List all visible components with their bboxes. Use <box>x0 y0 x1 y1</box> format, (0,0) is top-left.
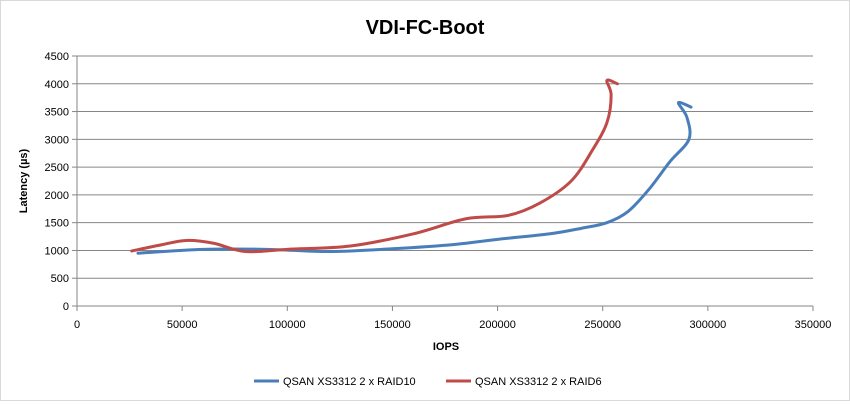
y-tick-label: 2000 <box>45 190 69 202</box>
y-tick-labels: 0 500 1000 1500 2000 2500 3000 3500 4000 4500 <box>45 51 69 313</box>
y-axis-label: Latency (µs) <box>18 148 30 213</box>
y-tick-label: 4000 <box>45 79 69 91</box>
x-axis-label: IOPS <box>433 341 459 353</box>
x-tick-label: 0 <box>74 319 80 331</box>
y-tick-label: 2500 <box>45 162 69 174</box>
x-tick-labels: 0 50000 100000 150000 200000 250000 300000 3500… <box>74 319 831 331</box>
legend-label-1: QSAN XS3312 2 x RAID10 <box>283 376 416 388</box>
y-tick-label: 1000 <box>45 245 69 257</box>
legend-label-2: QSAN XS3312 2 x RAID6 <box>475 376 602 388</box>
y-tick-label: 4500 <box>45 51 69 63</box>
legend: QSAN XS3312 2 x RAID10 QSAN XS3312 2 x RA… <box>254 376 602 388</box>
y-tick-label: 3000 <box>45 134 69 146</box>
x-tick-label: 350000 <box>795 319 832 331</box>
series-line-1 <box>136 100 693 255</box>
axes <box>72 55 814 311</box>
y-tick-label: 0 <box>63 301 69 313</box>
x-tick-label: 200000 <box>479 319 516 331</box>
x-tick-label: 250000 <box>584 319 621 331</box>
y-tick-label: 3500 <box>45 107 69 119</box>
x-tick-label: 50000 <box>167 319 198 331</box>
series-line-2 <box>130 78 619 254</box>
x-tick-label: 300000 <box>689 319 726 331</box>
y-tick-label: 1500 <box>45 218 69 230</box>
series-lines <box>130 78 693 255</box>
y-tick-label: 500 <box>51 273 69 285</box>
x-tick-label: 150000 <box>374 319 411 331</box>
x-tick-label: 100000 <box>269 319 306 331</box>
chart-title: VDI-FC-Boot <box>366 17 485 39</box>
